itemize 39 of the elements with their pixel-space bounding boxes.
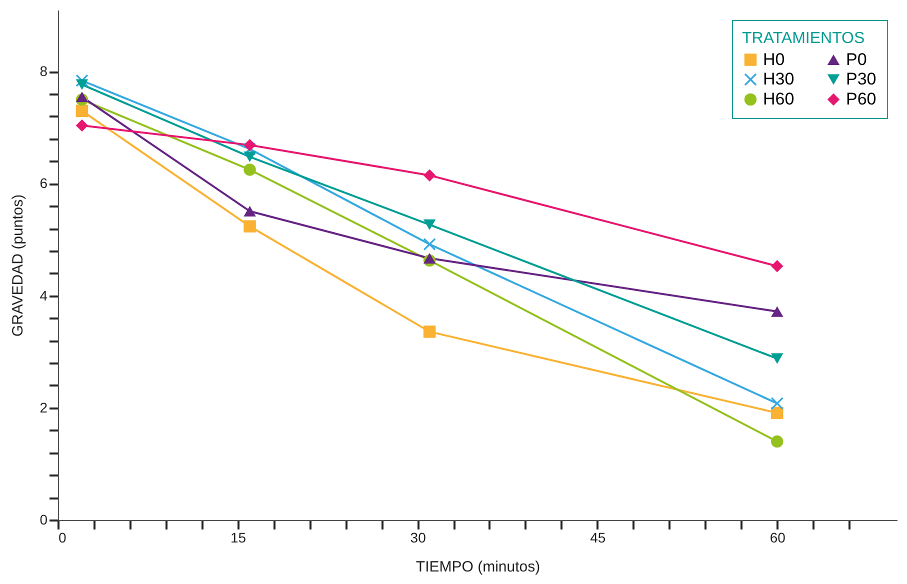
legend-title: TRATAMIENTOS (742, 30, 865, 47)
point (244, 206, 256, 216)
y-tick-label: 2 (40, 399, 48, 416)
point (423, 252, 436, 264)
x-tick-label: 30 (410, 530, 426, 546)
y-tick-label: 4 (40, 287, 48, 304)
x-tick-label: 60 (770, 530, 786, 546)
point (244, 164, 256, 176)
x-tick-label: 45 (590, 530, 606, 546)
point (771, 435, 784, 448)
point (423, 219, 436, 230)
point (771, 406, 784, 420)
point (76, 104, 88, 117)
point (423, 238, 436, 250)
x-tick-label: 0 (58, 530, 66, 546)
point (76, 119, 88, 132)
point (244, 138, 256, 152)
point (244, 152, 256, 162)
legend-label: H30 (763, 70, 794, 88)
y-tick-label: 8 (40, 63, 48, 80)
legend-label: P30 (846, 70, 876, 88)
point (771, 306, 784, 317)
point (771, 353, 784, 364)
point (244, 220, 256, 232)
point (771, 397, 784, 410)
point (423, 326, 436, 338)
x-axis-title: TIEMPO (minutos) (416, 558, 540, 576)
y-tick-label: 6 (40, 175, 48, 192)
y-axis-title: GRAVEDAD (puntos) (10, 194, 27, 337)
x-tick-label: 15 (230, 530, 246, 546)
point (423, 169, 436, 182)
y-tick-label: 0 (40, 512, 48, 528)
legend-label: P0 (846, 50, 867, 69)
point (771, 260, 784, 272)
legend-label: P60 (846, 90, 876, 108)
point (76, 92, 88, 102)
legend-label: H60 (763, 90, 794, 108)
point (76, 79, 88, 90)
legend-label: H0 (763, 50, 785, 69)
